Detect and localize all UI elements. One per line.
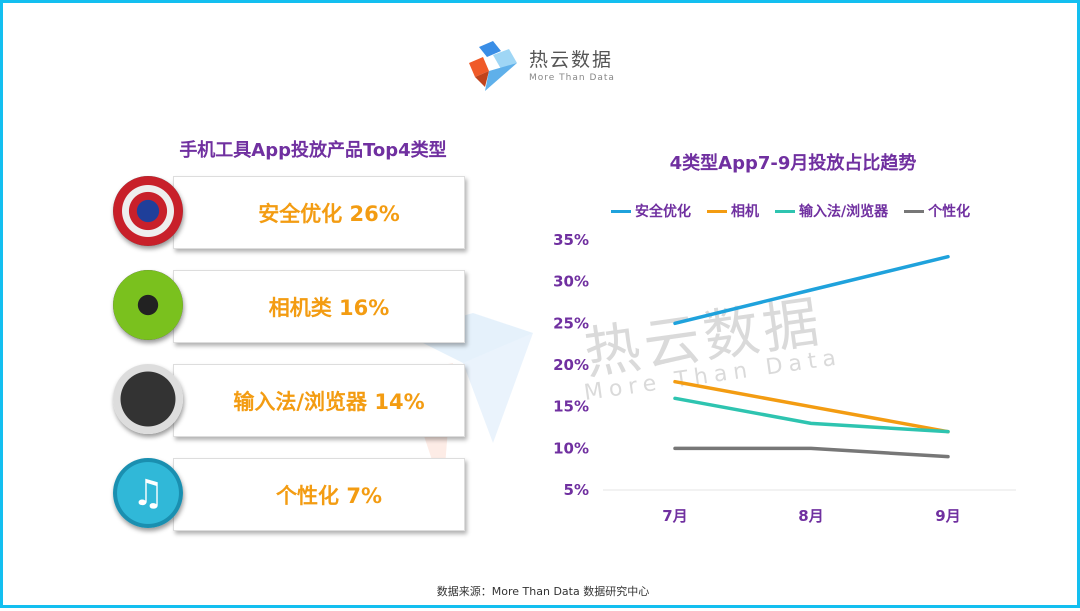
category-card-personalize: 个性化 7% bbox=[173, 458, 465, 531]
y-tick-label: 15% bbox=[553, 398, 589, 416]
y-tick-label: 35% bbox=[553, 231, 589, 249]
legend-item: 个性化 bbox=[904, 201, 970, 221]
y-tick-label: 5% bbox=[564, 481, 589, 499]
y-tick-label: 30% bbox=[553, 273, 589, 291]
legend-item: 相机 bbox=[707, 201, 759, 221]
series-line bbox=[673, 379, 950, 434]
category-card-security: 安全优化 26% bbox=[173, 176, 465, 249]
card-label: 安全优化 26% bbox=[258, 201, 400, 226]
chart-title: 4类型App7-9月投放占比趋势 bbox=[669, 153, 917, 174]
card-label: 相机类 16% bbox=[268, 295, 390, 320]
x-tick-label: 8月 bbox=[798, 507, 823, 525]
y-tick-label: 10% bbox=[553, 439, 589, 457]
series-line bbox=[673, 254, 950, 326]
logo-text: 热云数据 bbox=[529, 49, 614, 71]
source-footnote: 数据来源：More Than Data 数据研究中心 bbox=[436, 585, 650, 598]
series-line bbox=[673, 446, 950, 459]
captain-shield-icon bbox=[113, 176, 183, 246]
series-line bbox=[673, 396, 950, 434]
camera-icon bbox=[113, 270, 183, 340]
y-tick-label: 25% bbox=[553, 314, 589, 332]
x-tick-label: 9月 bbox=[935, 507, 960, 525]
x-tick-label: 7月 bbox=[662, 507, 687, 525]
legend-item: 输入法/浏览器 bbox=[775, 201, 888, 221]
y-tick-label: 20% bbox=[553, 356, 589, 374]
keyboard-icon bbox=[113, 364, 183, 434]
category-card-camera: 相机类 16% bbox=[173, 270, 465, 343]
logo-cube-icon bbox=[469, 41, 517, 91]
left-title: 手机工具App投放产品Top4类型 bbox=[179, 140, 447, 161]
chart-legend: 安全优化 相机 输入法/浏览器 个性化 bbox=[611, 201, 970, 221]
logo-tagline: More Than Data bbox=[529, 73, 615, 83]
logo: 热云数据 More Than Data bbox=[465, 41, 635, 93]
card-label: 输入法/浏览器 14% bbox=[233, 389, 425, 414]
card-label: 个性化 7% bbox=[276, 483, 382, 508]
category-card-input: 输入法/浏览器 14% bbox=[173, 364, 465, 437]
line-chart: 5% 10% 15% 20% 25% 30% 35% 7月 8月 9月 bbox=[553, 231, 1016, 525]
music-note-icon: ♫ bbox=[113, 458, 183, 528]
legend-item: 安全优化 bbox=[611, 201, 691, 221]
